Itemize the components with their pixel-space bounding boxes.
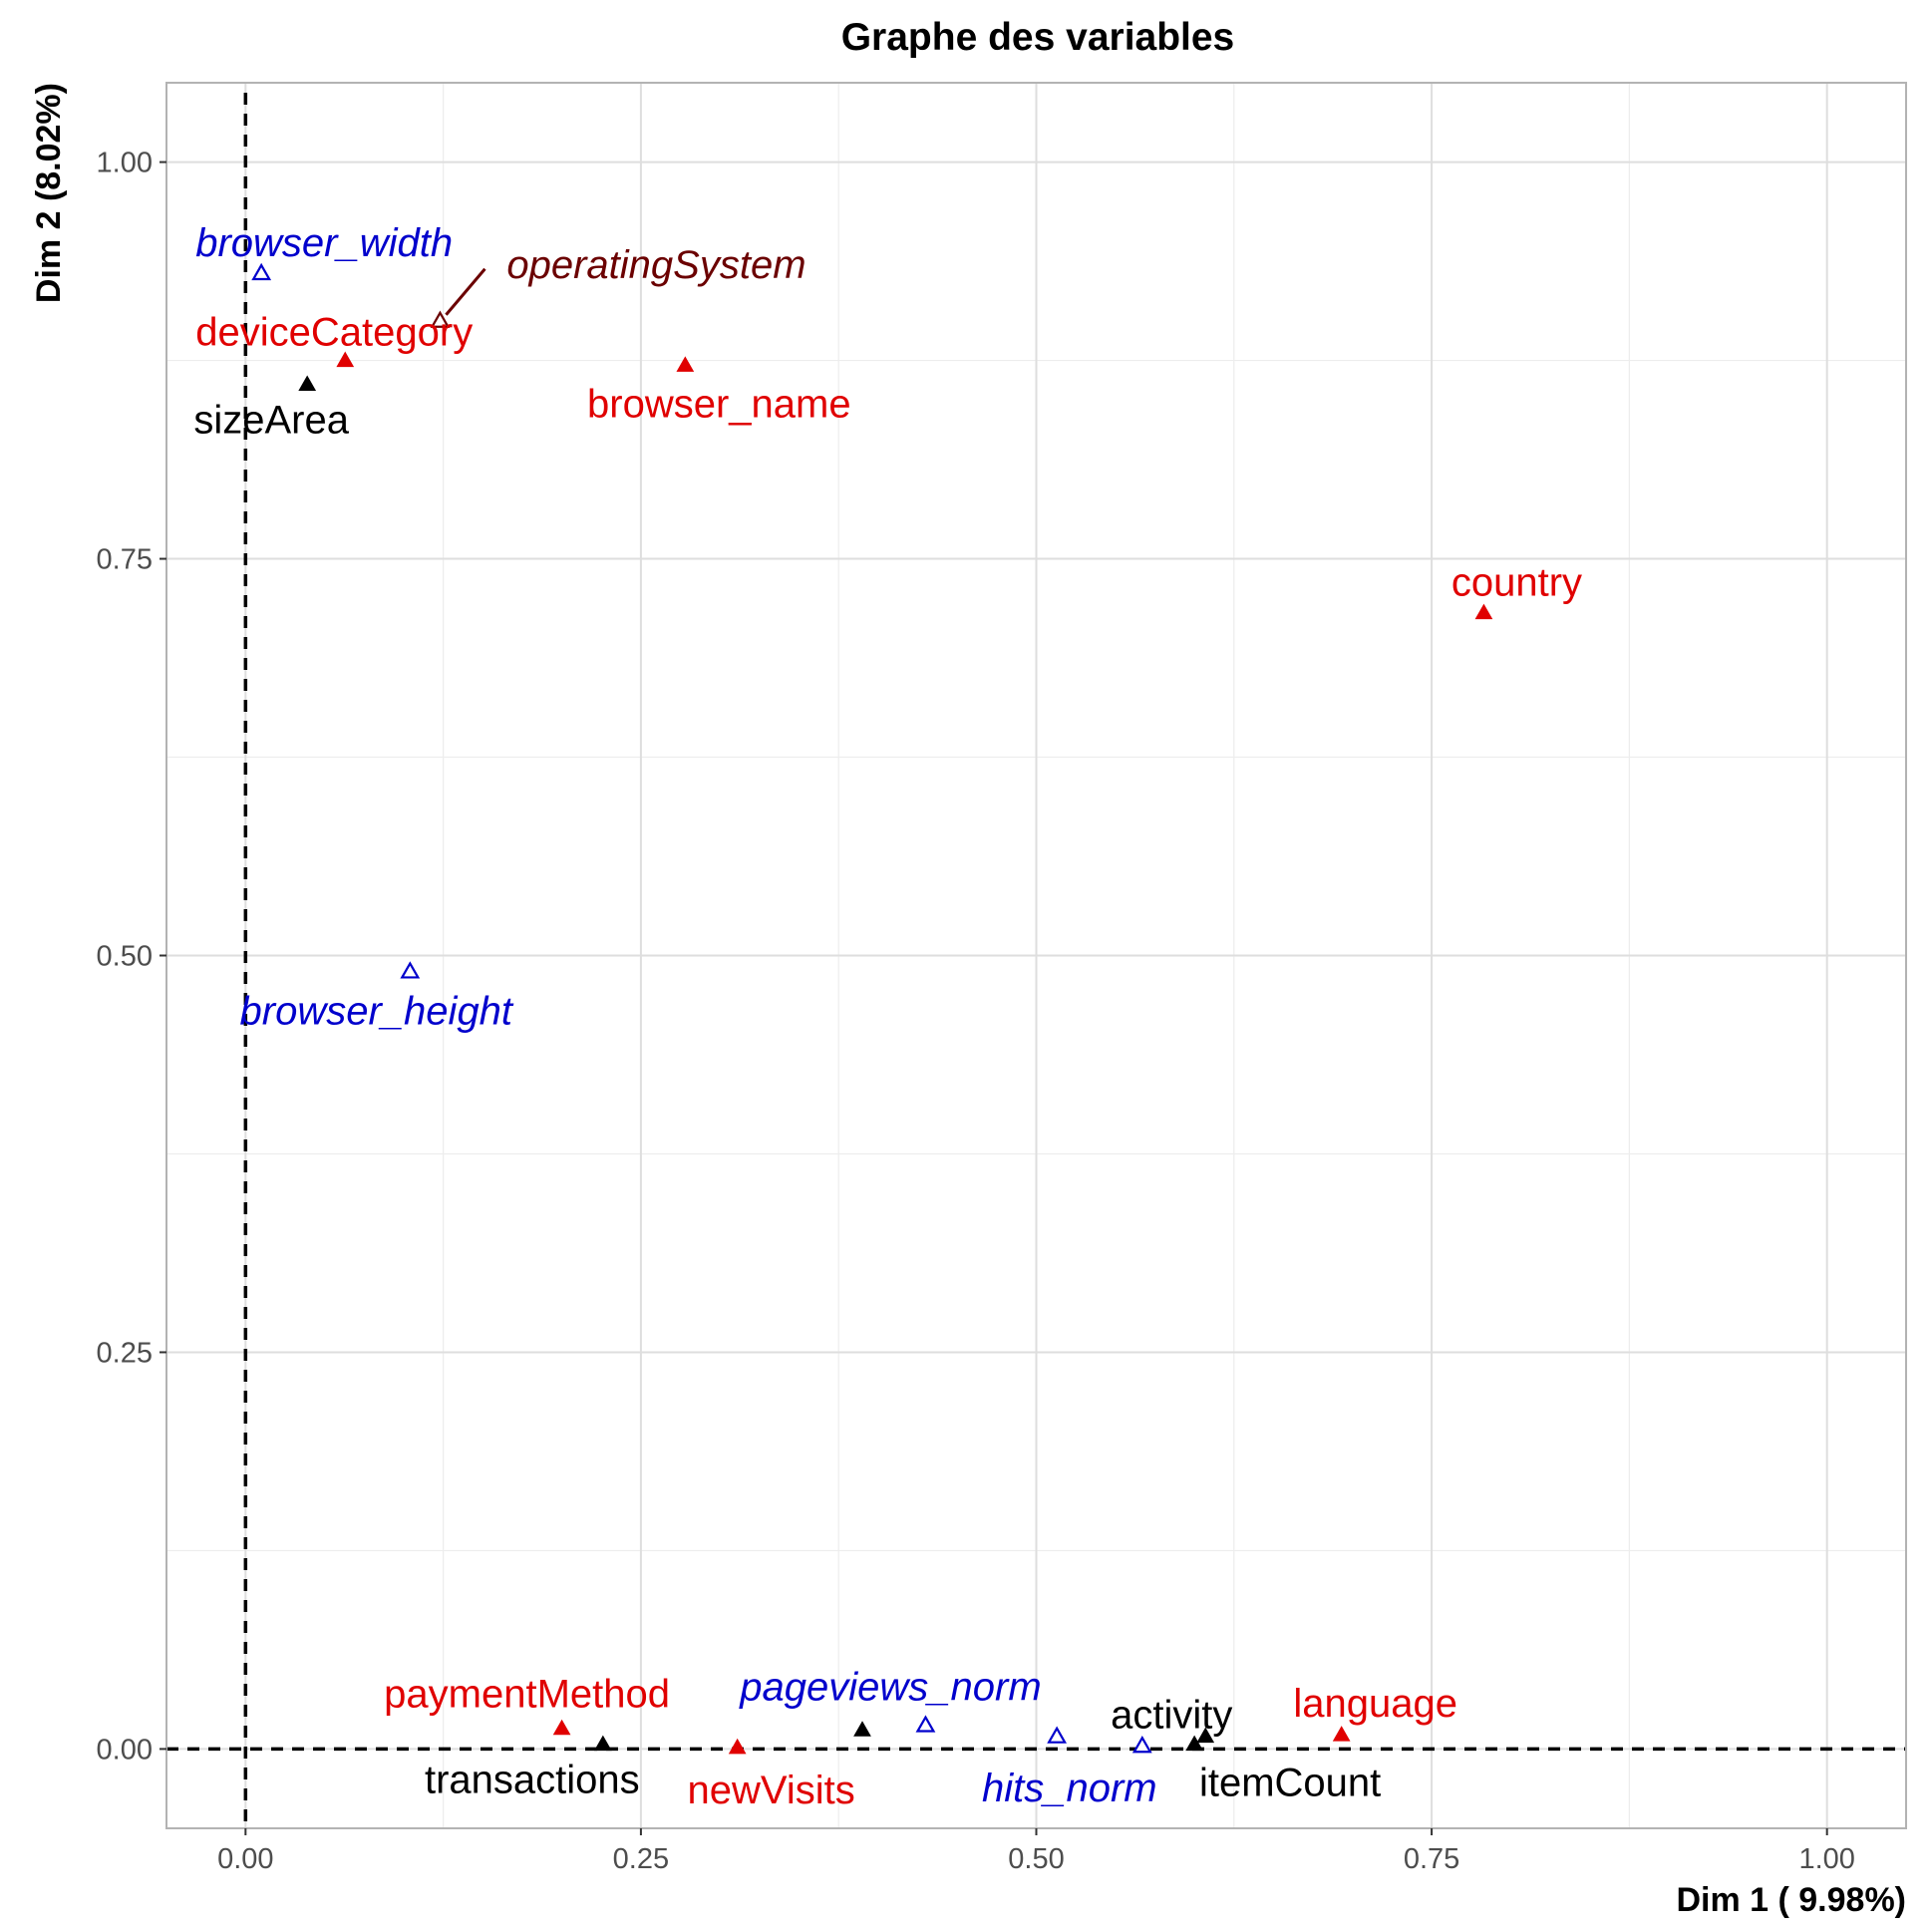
label-browser_width: browser_width [195,221,453,265]
marker-paymentMethod [552,1719,571,1736]
y-axis-title: Dim 2 (8.02%) [30,83,68,303]
chart-title: Graphe des variables [841,16,1235,59]
label-pageviews_norm: pageviews_norm [739,1666,1041,1710]
label-activity: activity [1111,1694,1232,1738]
marker-newVisits [728,1738,747,1755]
marker-deviceCategory [336,351,355,368]
marker-unlabeled [853,1721,871,1737]
marker-country [1474,603,1493,620]
y-tick-label: 1.00 [97,148,153,179]
marker-browser_name [676,356,695,372]
label-paymentMethod: paymentMethod [384,1673,670,1717]
point-labels: browser_width operatingSystem deviceCatego… [193,221,1582,1812]
label-operatingSystem: operatingSystem [506,243,805,287]
x-axis-title: Dim 1 ( 9.98%) [1676,1881,1906,1919]
x-axis-ticks: 0.00 0.25 0.50 0.75 1.00 [217,1828,1855,1875]
marker-browser_width [251,262,272,281]
x-tick-label: 1.00 [1798,1843,1854,1875]
connector-operatingSystem [445,267,486,316]
y-tick-label: 0.50 [97,941,153,973]
label-browser_height: browser_height [240,989,514,1033]
label-connectors [445,267,486,316]
label-deviceCategory: deviceCategory [195,311,473,355]
marker-operatingSystem [430,310,451,328]
marker-language [1332,1726,1351,1742]
marker-pageviews_norm [915,1715,936,1733]
label-itemCount: itemCount [1199,1762,1381,1805]
label-browser_name: browser_name [587,382,851,426]
y-tick-label: 0.00 [97,1734,153,1766]
marker-hits_norm [1131,1736,1152,1754]
marker-activity [1196,1727,1215,1744]
data-markers [251,262,1493,1755]
x-tick-label: 0.00 [217,1843,273,1875]
x-tick-label: 0.50 [1008,1843,1064,1875]
marker-itemCount [1185,1735,1203,1752]
label-country: country [1451,561,1582,605]
marker-sizeArea [298,375,317,391]
label-language: language [1293,1682,1457,1726]
reference-lines [166,93,1906,1828]
label-hits_norm: hits_norm [982,1767,1157,1810]
label-newVisits: newVisits [688,1769,855,1812]
y-tick-label: 0.25 [97,1337,153,1369]
label-transactions: transactions [425,1759,640,1802]
marker-browser_height [400,961,421,979]
y-tick-label: 0.75 [97,544,153,576]
x-tick-label: 0.75 [1404,1843,1459,1875]
x-tick-label: 0.25 [613,1843,669,1875]
marker-transactions [593,1735,612,1752]
marker-unlabeled [1047,1726,1068,1744]
label-sizeArea: sizeArea [193,398,349,442]
y-axis-ticks: 0.00 0.25 0.50 0.75 1.00 [97,148,166,1766]
